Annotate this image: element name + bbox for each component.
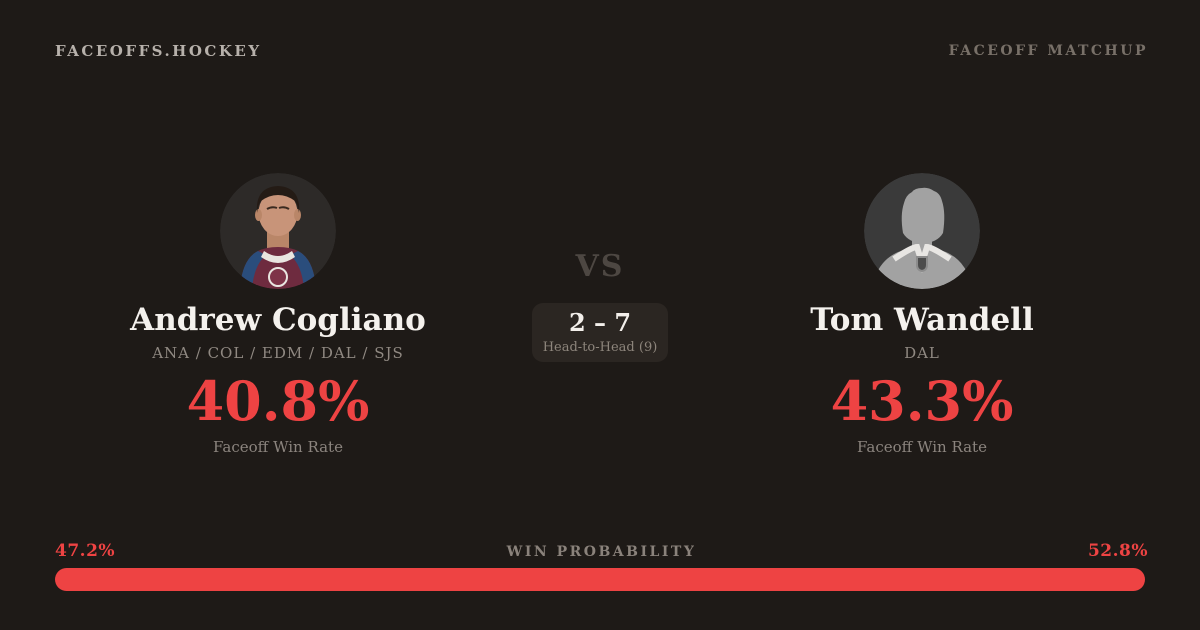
head-to-head-box: 2 – 7 Head-to-Head (9) — [532, 303, 668, 362]
player-teams: ANA / COL / EDM / DAL / SJS — [152, 344, 404, 363]
generic-player-silhouette-icon — [864, 173, 980, 289]
win-probability-bar — [55, 568, 1145, 591]
faceoff-win-rate-label: Faceoff Win Rate — [857, 438, 987, 457]
player-teams: DAL — [904, 344, 940, 363]
player-card-right: Tom Wandell DAL 43.3% Faceoff Win Rate — [722, 173, 1122, 456]
win-probability-title: WIN PROBABILITY — [506, 544, 697, 560]
win-probability-row: 47.2% WIN PROBABILITY 52.8% — [55, 541, 1148, 561]
player-name: Andrew Cogliano — [130, 302, 426, 338]
player-name: Tom Wandell — [810, 302, 1034, 338]
player-photo-avatar — [220, 173, 336, 289]
faceoff-win-rate-value: 43.3% — [830, 369, 1014, 434]
placeholder-avatar — [864, 173, 980, 289]
faceoff-win-rate-label: Faceoff Win Rate — [213, 438, 343, 457]
head-to-head-label: Head-to-Head (9) — [542, 339, 658, 355]
player-photo-icon — [220, 173, 336, 289]
win-probability-left-segment — [55, 568, 570, 591]
win-probability-left-value: 47.2% — [55, 541, 116, 561]
player-card-left: Andrew Cogliano ANA / COL / EDM / DAL / … — [78, 173, 478, 456]
vs-label: VS — [575, 249, 625, 284]
win-probability-right-value: 52.8% — [1087, 541, 1148, 561]
win-probability-right-segment — [569, 568, 1145, 591]
brand-logo: FACEOFFS.HOCKEY — [55, 42, 262, 60]
head-to-head-score: 2 – 7 — [568, 308, 632, 338]
page-title: FACEOFF MATCHUP — [948, 43, 1148, 59]
matchup-center: VS 2 – 7 Head-to-Head (9) — [500, 252, 700, 362]
faceoff-win-rate-value: 40.8% — [186, 369, 370, 434]
